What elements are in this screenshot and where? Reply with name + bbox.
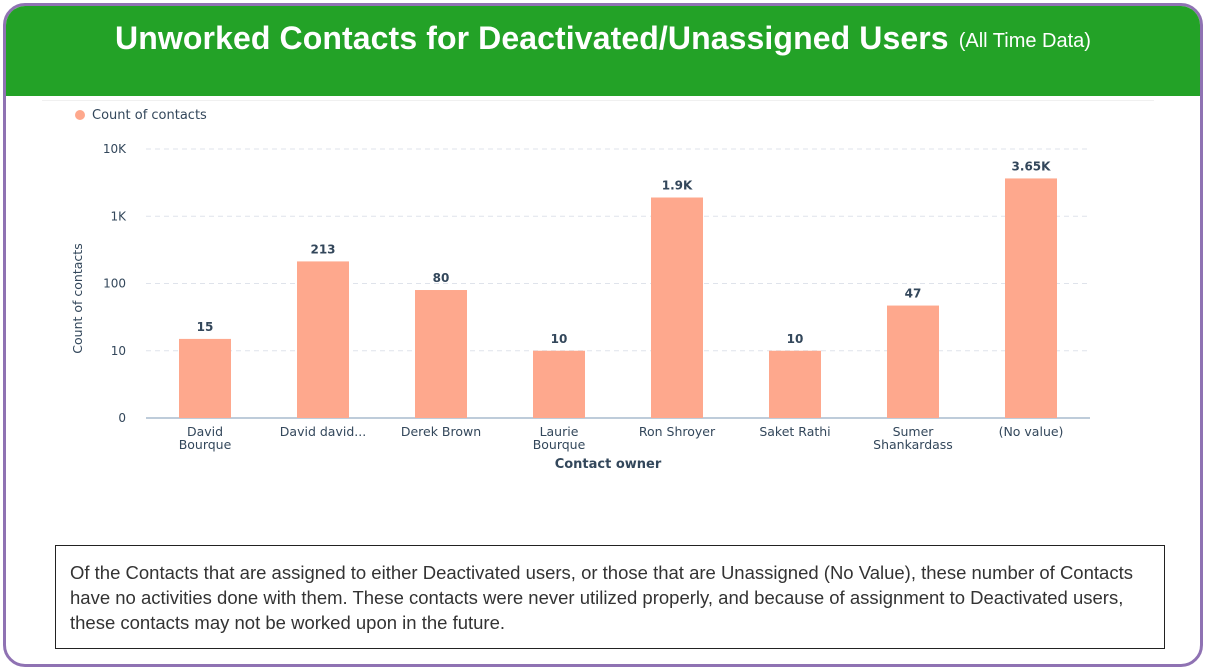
- header-banner: Unworked Contacts for Deactivated/Unassi…: [6, 6, 1200, 96]
- bar: [533, 350, 585, 418]
- x-tick-label: Derek Brown: [401, 424, 481, 439]
- x-tick-label: Sumer: [893, 424, 935, 439]
- bar: [179, 338, 231, 418]
- y-tick-label: 10: [111, 344, 126, 358]
- x-tick-label: Bourque: [179, 437, 232, 452]
- note-box: Of the Contacts that are assigned to eit…: [55, 545, 1165, 649]
- x-axis-title: Contact owner: [555, 457, 662, 472]
- x-tick-label: Laurie: [540, 424, 579, 439]
- data-label: 3.65K: [1012, 159, 1052, 173]
- x-tick-label: (No value): [999, 424, 1064, 439]
- y-tick-label: 10K: [103, 142, 127, 156]
- bar: [1005, 178, 1057, 418]
- y-tick-label: 1K: [110, 209, 127, 223]
- bar: [297, 261, 349, 418]
- page-subtitle: (All Time Data): [958, 30, 1091, 52]
- data-label: 15: [197, 320, 214, 334]
- data-label: 80: [433, 271, 450, 285]
- data-label: 213: [310, 242, 335, 256]
- bar: [887, 305, 939, 418]
- x-tick-label: David david...: [280, 424, 366, 439]
- x-tick-label: David: [187, 424, 223, 439]
- x-tick-label: Shankardass: [873, 437, 953, 452]
- chart-panel: Count of contacts 0 10 100 1K 10K 15 David Bourq…: [42, 100, 1154, 479]
- bar: [651, 197, 703, 418]
- x-tick-label: Bourque: [533, 437, 586, 452]
- data-label: 10: [551, 332, 568, 346]
- bar: [769, 350, 821, 418]
- bar: [415, 290, 467, 418]
- data-label: 1.9K: [662, 179, 693, 193]
- legend-swatch: [75, 110, 85, 120]
- data-label: 47: [905, 287, 922, 301]
- x-tick-label: Saket Rathi: [759, 424, 830, 439]
- data-label: 10: [787, 332, 804, 346]
- bar-chart: Count of contacts0101001K10K15DavidBourq…: [70, 108, 1090, 472]
- legend-label: Count of contacts: [92, 108, 207, 123]
- y-axis-title: Count of contacts: [70, 243, 85, 353]
- y-tick-label: 0: [118, 411, 126, 425]
- page-title: Unworked Contacts for Deactivated/Unassi…: [115, 20, 949, 56]
- y-tick-label: 100: [103, 277, 126, 291]
- x-tick-label: Ron Shroyer: [639, 424, 716, 439]
